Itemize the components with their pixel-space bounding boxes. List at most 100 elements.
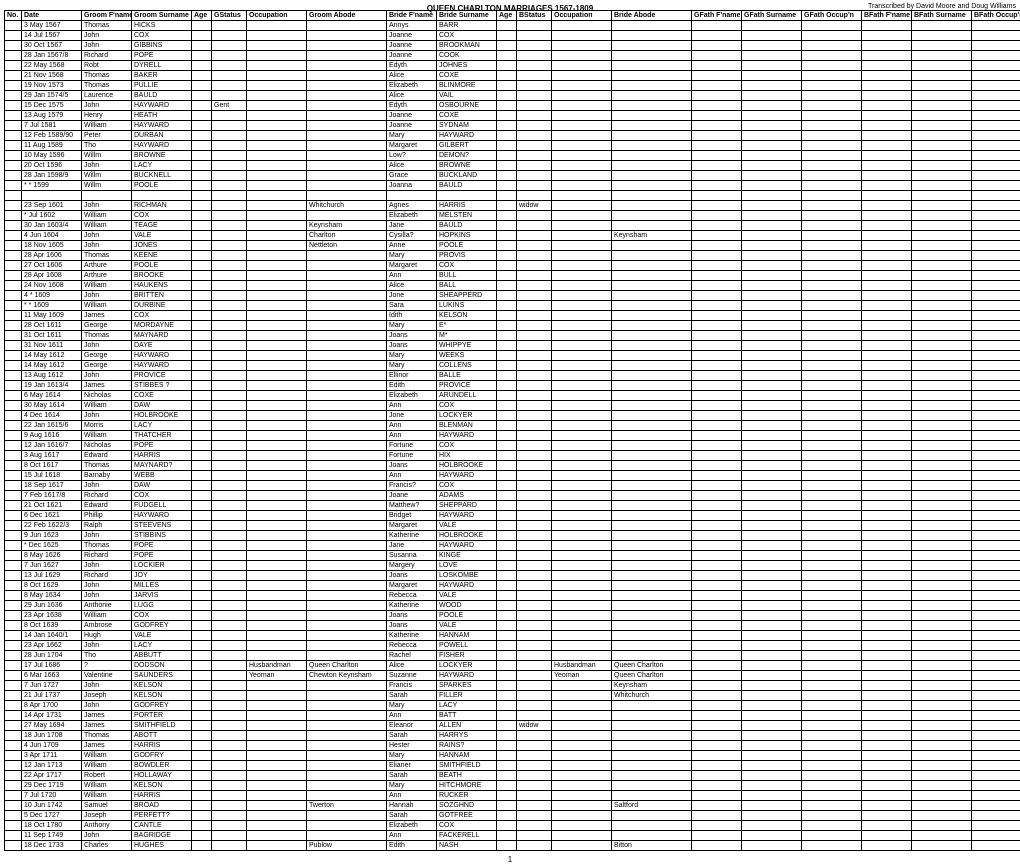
table-cell: Arthure [82, 271, 132, 281]
table-cell [192, 381, 212, 391]
table-cell [192, 71, 212, 81]
table-cell [497, 561, 517, 571]
table-cell [692, 441, 742, 451]
table-cell [612, 541, 692, 551]
table-cell [5, 171, 22, 181]
table-cell [802, 511, 862, 521]
table-cell: Sarah [387, 731, 437, 741]
table-cell: Ann [387, 271, 437, 281]
table-row: * * 1609WilliamDURBINESaraLUKINSRichardL… [5, 301, 1020, 311]
table-cell [387, 191, 437, 201]
table-cell [972, 21, 1020, 31]
table-cell [212, 351, 247, 361]
table-cell [612, 201, 692, 211]
table-cell [862, 841, 912, 851]
table-cell: BROOKMAN [437, 41, 497, 51]
table-cell [692, 471, 742, 481]
table-cell [912, 681, 972, 691]
table-cell: RAINS? [437, 741, 497, 751]
table-cell [437, 191, 497, 201]
table-cell [212, 271, 247, 281]
table-cell: HANNAM [437, 751, 497, 761]
table-cell [612, 271, 692, 281]
table-cell [692, 391, 742, 401]
table-cell [497, 51, 517, 61]
table-cell: Robert [82, 771, 132, 781]
table-cell [862, 231, 912, 241]
table-cell [212, 731, 247, 741]
table-cell: William [82, 791, 132, 801]
table-cell [692, 71, 742, 81]
table-cell [247, 781, 307, 791]
table-cell [802, 101, 862, 111]
table-cell: William [82, 211, 132, 221]
table-cell [742, 61, 802, 71]
table-cell [497, 181, 517, 191]
table-cell: Joanne [387, 41, 437, 51]
table-cell: PULLIE [132, 81, 192, 91]
table-cell [692, 331, 742, 341]
table-cell [692, 801, 742, 811]
table-row: 6 May 1614NicholasCOXEElizabethARUNDELL [5, 391, 1020, 401]
table-cell [552, 391, 612, 401]
table-cell: 18 Sep 1617 [22, 481, 82, 491]
table-cell: Keynsham [612, 231, 692, 241]
table-cell [212, 751, 247, 761]
table-cell [612, 161, 692, 171]
table-cell [247, 431, 307, 441]
column-header: Date [22, 11, 82, 21]
table-cell [612, 121, 692, 131]
table-cell [247, 101, 307, 111]
table-cell [212, 711, 247, 721]
table-cell [612, 261, 692, 271]
table-cell: Richard [82, 491, 132, 501]
table-cell: LOCKYER [437, 661, 497, 671]
table-cell [862, 691, 912, 701]
table-cell [692, 151, 742, 161]
table-cell [5, 471, 22, 481]
table-cell: Ann [387, 791, 437, 801]
table-cell [192, 221, 212, 231]
table-cell: GODFREY [132, 701, 192, 711]
table-cell [862, 541, 912, 551]
table-cell [517, 101, 552, 111]
table-cell [517, 571, 552, 581]
table-cell [517, 761, 552, 771]
table-cell [192, 131, 212, 141]
table-cell: * Jul 1602 [22, 211, 82, 221]
table-cell [692, 341, 742, 351]
table-cell: 10 Jun 1742 [22, 801, 82, 811]
table-cell [692, 191, 742, 201]
table-cell: BOWDLER [132, 761, 192, 771]
table-cell [5, 291, 22, 301]
table-cell [212, 511, 247, 521]
table-cell: LUGG [132, 601, 192, 611]
table-cell: Ann [387, 471, 437, 481]
table-cell [307, 711, 387, 721]
table-row: 6 Dec 1621PhillipHAYWARDBridgetHAYWARD[R… [5, 511, 1020, 521]
table-cell [307, 191, 387, 201]
table-cell [5, 241, 22, 251]
table-cell [5, 761, 22, 771]
table-cell [497, 271, 517, 281]
table-cell [552, 21, 612, 31]
table-cell [497, 761, 517, 771]
table-cell [517, 791, 552, 801]
table-cell [972, 171, 1020, 181]
table-cell: 21 Jul 1737 [22, 691, 82, 701]
table-cell [212, 831, 247, 841]
table-cell [552, 311, 612, 321]
table-cell [212, 681, 247, 691]
table-cell [692, 811, 742, 821]
table-cell [912, 121, 972, 131]
table-cell [912, 521, 972, 531]
table-cell [742, 561, 802, 571]
table-cell: HIX [437, 451, 497, 461]
table-row: 9 Aug 1616WilliamTHATCHERAnnHAYWARD [5, 431, 1020, 441]
table-cell: HAYWARD [132, 141, 192, 151]
table-cell [742, 491, 802, 501]
table-cell [912, 371, 972, 381]
table-cell [972, 441, 1020, 451]
table-cell [212, 221, 247, 231]
table-cell [192, 681, 212, 691]
